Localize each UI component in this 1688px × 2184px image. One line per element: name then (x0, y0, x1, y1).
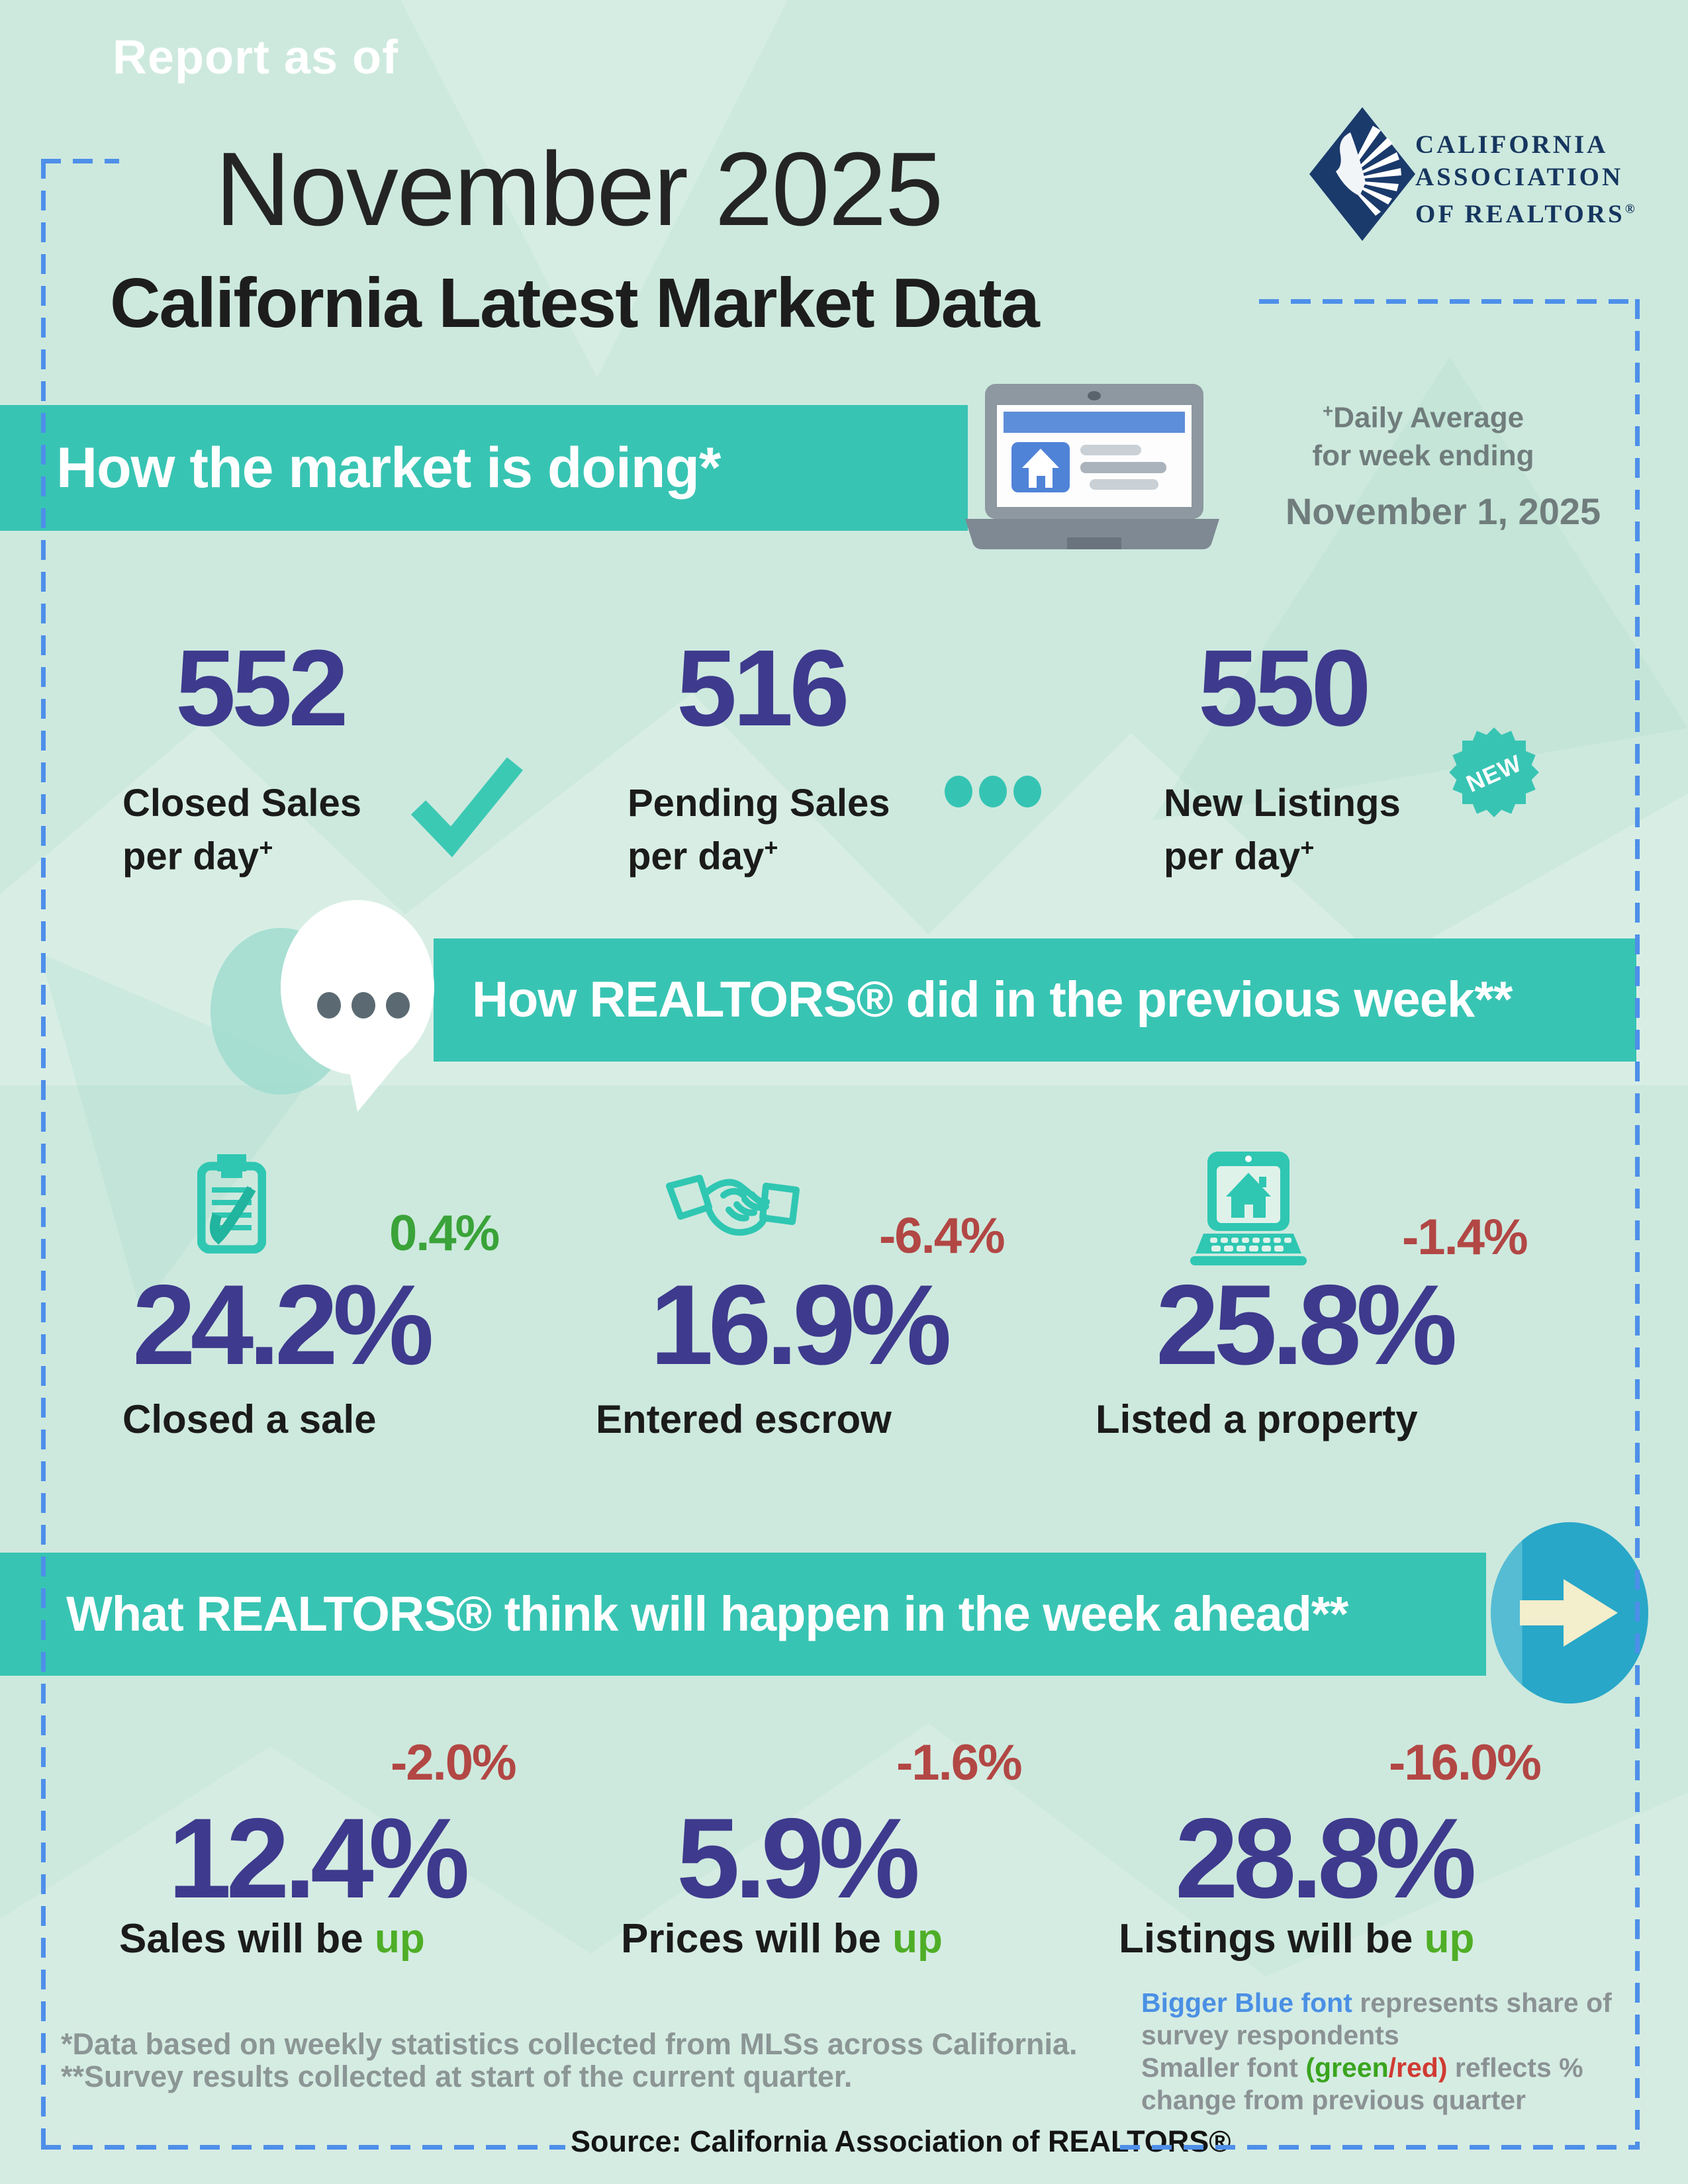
label-line2: per day (122, 835, 259, 878)
legend-text: survey respondents (1141, 2020, 1399, 2050)
car-logo-icon (1309, 107, 1415, 241)
speech-bubble-tail-icon (346, 1051, 408, 1112)
dashed-border-right (1635, 299, 1640, 2150)
closed-sale-label: Closed a sale (122, 1397, 377, 1441)
bubble-dot-icon (317, 992, 341, 1019)
plus-sup: + (1322, 400, 1334, 421)
closed-sales-value: 552 (175, 627, 349, 749)
realtors-banner-title: How REALTORS® did in the previous week** (472, 972, 1513, 1028)
new-listings-value: 550 (1198, 627, 1372, 749)
plus-sup: + (1300, 834, 1315, 861)
legend: Bigger Blue font represents share of sur… (1141, 1987, 1612, 2116)
entered-escrow-label: Entered escrow (596, 1397, 892, 1441)
sales-forecast-label: Sales will be up (119, 1915, 425, 1962)
label-line1: Closed Sales (122, 782, 362, 825)
sales-forecast-value: 12.4% (168, 1795, 470, 1922)
page-title: November 2025 (215, 131, 943, 248)
label-prefix: Listings will be (1119, 1916, 1425, 1962)
logo-line3: OF REALTORS (1415, 200, 1625, 228)
entered-escrow-value: 16.9% (650, 1261, 952, 1388)
daily-average-note: +Daily Average for week ending (1281, 392, 1566, 475)
label-line2: per day (1164, 835, 1301, 878)
logo-line2: ASSOCIATION (1415, 163, 1624, 191)
market-banner-title: How the market is doing* (56, 436, 721, 500)
page-subtitle: California Latest Market Data (110, 264, 1040, 342)
listings-forecast-value: 28.8% (1175, 1795, 1477, 1922)
pending-sales-label: Pending Sales per day+ (628, 781, 890, 878)
prices-forecast-label: Prices will be up (621, 1915, 943, 1962)
closed-sale-change: 0.4% (389, 1205, 500, 1261)
listings-forecast-label: Listings will be up (1119, 1915, 1474, 1962)
laptop-illustration-icon (965, 384, 1219, 549)
legend-text: change from previous quarter (1141, 2085, 1526, 2115)
speech-bubble-icon (281, 900, 434, 1075)
right-arrow-icon (1520, 1579, 1618, 1647)
car-logo-text: CALIFORNIA ASSOCIATION OF REALTORS® (1415, 128, 1638, 230)
sales-forecast-change: -2.0% (391, 1735, 517, 1791)
footnote-line2: **Survey results collected at start of t… (61, 2060, 853, 2093)
registered-mark: ® (1624, 202, 1638, 216)
logo-line1: CALIFORNIA (1415, 130, 1609, 159)
legend-blue-text: Bigger Blue font (1141, 1987, 1352, 2018)
label-line2: per day (628, 835, 765, 878)
up-word: up (892, 1916, 943, 1962)
week-ending-date: November 1, 2025 (1285, 490, 1601, 532)
legend-text: represents share of (1352, 1987, 1612, 2018)
market-banner: How the market is doing* (0, 405, 968, 531)
label-prefix: Prices will be (621, 1916, 893, 1962)
handshake-icon (666, 1175, 800, 1236)
new-badge-icon: NEW (1449, 727, 1539, 817)
legend-red-text: /red) (1388, 2052, 1448, 2083)
laptop-house-icon (1190, 1152, 1307, 1265)
pending-sales-value: 516 (677, 627, 850, 749)
daily-note-line1: Daily Average (1333, 401, 1524, 434)
prices-forecast-change: -1.6% (896, 1735, 1023, 1791)
dashed-border-top-left (41, 159, 119, 163)
up-word: up (374, 1916, 425, 1962)
label-line1: Pending Sales (628, 782, 890, 825)
legend-green-text: (green (1305, 2052, 1389, 2083)
dashed-border-bottom-left (41, 2145, 565, 2150)
listed-property-change: -1.4% (1402, 1209, 1528, 1265)
listed-property-value: 25.8% (1156, 1261, 1458, 1388)
closed-sales-label: Closed Sales per day+ (122, 781, 361, 878)
bubble-dot-icon (386, 992, 410, 1019)
entered-escrow-change: -6.4% (879, 1208, 1006, 1264)
closed-sale-value: 24.2% (132, 1261, 434, 1388)
dashed-border-top-right (1259, 299, 1640, 304)
realtors-banner: How REALTORS® did in the previous week** (434, 938, 1636, 1062)
plus-sup: + (259, 834, 273, 861)
daily-note-line2: for week ending (1312, 439, 1534, 472)
label-prefix: Sales will be (119, 1916, 375, 1962)
new-listings-label: New Listings per day+ (1164, 781, 1401, 878)
prices-forecast-value: 5.9% (677, 1795, 920, 1922)
legend-text: reflects % (1447, 2052, 1583, 2083)
bubble-dot-icon (352, 992, 375, 1019)
clipboard-check-icon (197, 1154, 266, 1253)
checkmark-icon (410, 757, 523, 858)
footnote-line1: *Data based on weekly statistics collect… (61, 2027, 1078, 2061)
legend-text: Smaller font (1141, 2052, 1306, 2083)
plus-sup: + (764, 834, 778, 861)
three-dots-icon (945, 776, 1041, 807)
forecast-banner: What REALTORS® think will happen in the … (0, 1553, 1486, 1676)
dashed-border-bottom-right (1120, 2145, 1640, 2150)
dashed-border-left (41, 159, 46, 2150)
report-as-of-label: Report as of (113, 31, 399, 84)
up-word: up (1424, 1916, 1475, 1962)
label-line1: New Listings (1164, 782, 1401, 825)
listings-forecast-change: -16.0% (1389, 1735, 1542, 1791)
source-attribution: Source: California Association of REALTO… (571, 2124, 1231, 2158)
listed-property-label: Listed a property (1096, 1397, 1418, 1441)
forecast-banner-title: What REALTORS® think will happen in the … (66, 1586, 1348, 1641)
footnotes: *Data based on weekly statistics collect… (61, 2028, 1078, 2093)
